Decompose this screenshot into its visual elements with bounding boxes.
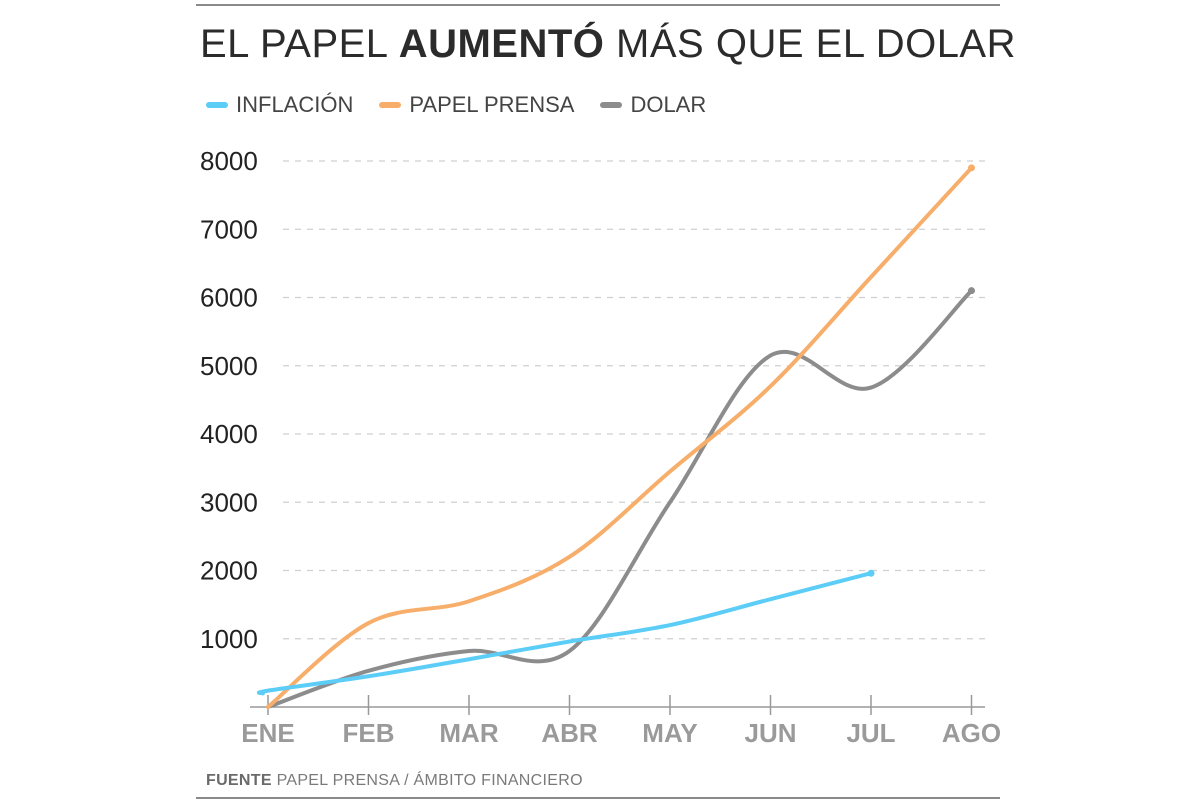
legend-label-papel: PAPEL PRENSA [409,92,575,117]
x-tick-label: ENE [241,718,294,748]
legend-swatch-dolar [600,102,623,108]
label-layer: 1000 2000 3000 4000 5000 6000 7000 8000 ENE FEB MA… [200,146,1001,748]
y-tick-label: 7000 [200,214,258,244]
legend-swatch-papel [379,102,402,108]
x-tick-label: ABR [541,718,598,748]
legend: INFLACIÓN PAPEL PRENSA DOLAR [206,92,732,118]
y-tick-label: 2000 [200,556,258,586]
legend-label-dolar: DOLAR [630,92,707,117]
x-tick-label: FEB [343,718,395,748]
legend-item-inflacion: INFLACIÓN [206,92,353,118]
y-tick-label: 4000 [200,419,258,449]
y-tick-label: 5000 [200,351,258,381]
x-tick-label: AGO [942,718,1001,748]
top-rule [196,4,1000,6]
legend-item-dolar: DOLAR [600,92,706,118]
x-tick-label: JUL [846,718,895,748]
series-layer [256,164,975,709]
axis-layer [250,695,985,715]
series-line-dolar [266,288,974,709]
source-text: PAPEL PRENSA / ÁMBITO FINANCIERO [276,772,583,789]
grid-layer [283,160,985,640]
legend-label-inflacion: INFLACIÓN [236,92,354,117]
y-tick-label: 8000 [200,146,258,176]
series-line-inflacion [256,571,873,696]
source-note: FUENTE PAPEL PRENSA / ÁMBITO FINANCIERO [206,772,583,790]
legend-item-papel: PAPEL PRENSA [379,92,574,118]
y-tick-label: 1000 [200,624,258,654]
x-tick-label: JUN [744,718,796,748]
source-label: FUENTE [206,772,272,789]
series-endpoint-papel [968,164,975,172]
series-line-papel [266,165,974,709]
bottom-rule [196,797,1000,799]
legend-swatch-inflacion [206,102,228,108]
y-tick-label: 6000 [200,283,258,313]
x-tick-label: MAR [439,718,498,748]
title-lead: EL PAPEL [200,22,388,66]
series-endpoint-dolar [968,287,975,295]
series-endpoint-inflacion [867,569,875,577]
x-tick-label: MAY [642,718,697,748]
y-tick-label: 3000 [200,487,258,517]
chart-title: EL PAPEL AUMENTÓ MÁS QUE EL DOLAR [200,22,1016,67]
title-tail: MÁS QUE EL DOLAR [616,22,1016,66]
title-bold: AUMENTÓ [398,22,605,66]
